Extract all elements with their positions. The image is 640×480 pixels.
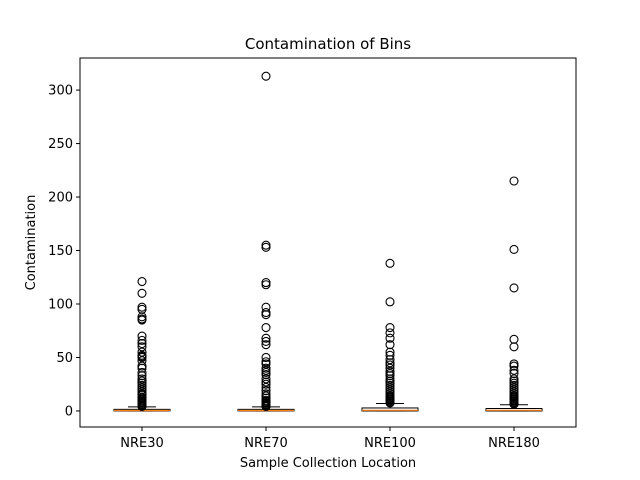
plot-content (113, 71, 543, 412)
axes-frame (79, 57, 577, 428)
outlier-point (509, 365, 519, 375)
box-group-nre100 (361, 258, 419, 412)
outlier-point (261, 352, 271, 363)
x-axis-ticks: NRE30 NRE70 NRE100 NRE180 (120, 427, 540, 451)
y-tick-label: 200 (48, 191, 73, 206)
outlier-point (385, 322, 395, 333)
outlier-point (261, 336, 271, 346)
y-tick-label: 150 (48, 244, 73, 259)
box-iqr (361, 407, 419, 412)
outlier-point (261, 340, 271, 350)
outlier-point (261, 382, 271, 392)
outlier-point (137, 288, 147, 298)
y-tick-label: 250 (48, 137, 73, 152)
y-tick-label: 0 (65, 404, 73, 419)
outlier-point (261, 379, 271, 389)
outlier-point (509, 283, 519, 293)
outlier-point (385, 360, 395, 370)
x-tick-label: NRE180 (488, 436, 540, 451)
outlier-point (137, 276, 147, 287)
outlier-point (137, 367, 147, 378)
outlier-point (261, 359, 271, 369)
outlier-point (509, 399, 519, 409)
y-tick-label: 100 (48, 298, 73, 313)
outlier-point (137, 401, 147, 412)
outlier-point (261, 71, 271, 81)
outlier-point (385, 355, 395, 365)
outlier-point (261, 401, 271, 412)
box-group-nre70 (237, 71, 295, 412)
outlier-point (509, 244, 519, 255)
chart-title: Contamination of Bins (245, 35, 411, 53)
outlier-point (385, 297, 395, 307)
outlier-point (385, 258, 395, 268)
y-tick-label: 300 (48, 84, 73, 99)
y-axis-ticks: 0 50 100 150 200 250 300 (48, 84, 80, 419)
y-axis-label: Contamination (24, 195, 39, 291)
outlier-point (137, 352, 147, 363)
outlier-point (137, 315, 147, 325)
y-tick-label: 50 (56, 351, 73, 366)
x-tick-label: NRE70 (244, 436, 288, 451)
outlier-point (385, 328, 395, 338)
outlier-point (261, 242, 271, 252)
outlier-point (137, 335, 147, 345)
box-group-nre30 (113, 276, 171, 412)
outlier-point (261, 310, 271, 320)
outlier-point (385, 398, 395, 408)
x-tick-label: NRE30 (120, 436, 164, 451)
outlier-point (137, 342, 147, 352)
outlier-point (261, 322, 271, 333)
box-group-nre180 (485, 176, 543, 412)
outlier-point (261, 333, 271, 343)
x-axis-label: Sample Collection Location (240, 456, 416, 471)
x-tick-label: NRE100 (364, 436, 416, 451)
outlier-point (385, 333, 395, 343)
outlier-point (509, 176, 519, 186)
outlier-point (261, 374, 271, 384)
outlier-point (137, 339, 147, 349)
outlier-point (261, 280, 271, 290)
outlier-point (509, 342, 519, 352)
outlier-point (137, 347, 147, 357)
